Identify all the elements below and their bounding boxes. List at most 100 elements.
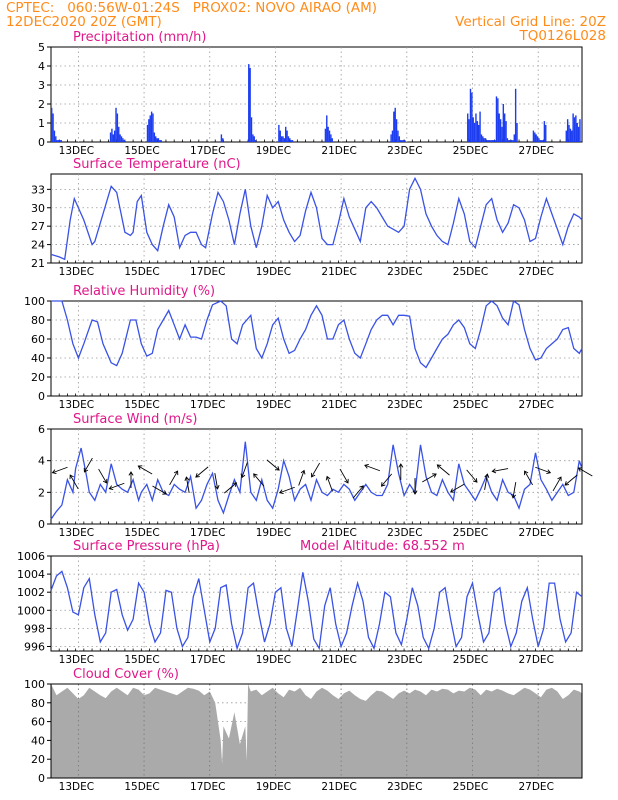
header-run-date: 12DEC2020 20Z (GMT) — [6, 14, 162, 30]
wind-arrow-head — [214, 485, 220, 490]
wind-arrow-shaft — [109, 482, 125, 490]
x-tick-label: 25DEC — [453, 145, 488, 157]
panel-title: Cloud Cover (%) — [73, 667, 179, 682]
precip-bar — [508, 140, 510, 142]
precip-bar — [577, 126, 580, 142]
precip-bar — [59, 140, 61, 142]
precip-bar — [279, 130, 281, 142]
wind-arrow-head — [344, 478, 349, 484]
wind-arrow-shaft — [266, 459, 280, 471]
wind-arrow-head — [412, 490, 418, 495]
panel-title: Surface Temperature (nC) — [73, 157, 241, 172]
panel-frame — [50, 555, 583, 652]
x-tick-label: 13DEC — [59, 654, 94, 666]
y-tick-label: 0 — [38, 772, 45, 785]
panel-pres: 996 998 1000 1002 1004 1006 13DEC 15DEC 17DEC 19D… — [17, 539, 583, 666]
precip-bar — [157, 138, 160, 142]
precip-bar — [280, 136, 283, 142]
precip-bar — [494, 140, 496, 142]
y-tick-label: 4 — [38, 60, 45, 73]
precip-bar — [220, 134, 223, 142]
precip-bar — [475, 113, 477, 142]
x-tick-label: 27DEC — [518, 781, 553, 793]
wind-arrow-head — [577, 467, 583, 472]
x-tick-label: 13DEC — [59, 145, 94, 157]
x-tick-label: 23DEC — [387, 145, 422, 157]
y-tick-label: 0 — [38, 518, 45, 531]
x-tick-label: 19DEC — [256, 399, 291, 411]
precip-bar — [490, 140, 492, 142]
y-tick-label: 30 — [31, 202, 45, 215]
wind-arrow-head — [102, 478, 108, 484]
y-tick-label: 1 — [38, 117, 45, 130]
precip-bar — [150, 111, 153, 142]
precip-bar — [395, 119, 398, 142]
x-tick-label: 25DEC — [453, 399, 488, 411]
precip-bar — [482, 136, 484, 142]
x-tick-label: 17DEC — [190, 266, 225, 278]
precip-bar — [495, 96, 498, 142]
wind-arrow-head — [278, 489, 284, 495]
x-tick-label: 23DEC — [387, 399, 422, 411]
x-tick-label: 17DEC — [190, 527, 225, 539]
precip-bar — [542, 140, 544, 142]
precip-bar — [115, 107, 117, 142]
y-tick-label: 996 — [24, 640, 45, 653]
y-tick-label: 1002 — [17, 586, 45, 599]
wind-arrow-shaft — [524, 470, 533, 486]
y-tick-label: 40 — [31, 734, 45, 747]
x-tick-label: 17DEC — [190, 654, 225, 666]
panel-frame — [50, 300, 583, 397]
precip-bar — [480, 134, 483, 142]
wind-arrow-head — [253, 473, 258, 478]
x-tick-label: 17DEC — [190, 781, 225, 793]
x-tick-label: 21DEC — [321, 654, 356, 666]
panel-title: Surface Pressure (hPa) — [73, 539, 220, 554]
precip-bar — [285, 126, 287, 142]
x-tick-label: 19DEC — [256, 266, 291, 278]
precip-bar — [503, 113, 506, 142]
panel-title: Relative Humidity (%) — [73, 284, 215, 299]
wind-arrow-head — [380, 482, 386, 487]
x-tick-label: 23DEC — [387, 654, 422, 666]
precip-bar — [469, 88, 472, 142]
wind-arrow-shaft — [185, 477, 190, 493]
wind-arrow-head — [546, 469, 552, 475]
wind-arrow-shaft — [253, 473, 265, 487]
x-tick-label: 13DEC — [59, 781, 94, 793]
precip-bar — [473, 123, 476, 142]
x-tick-label: 25DEC — [453, 781, 488, 793]
precip-bar — [283, 138, 286, 142]
precip-bar — [572, 113, 574, 142]
panel-wind: 0 2 4 6 13DEC 15DEC 17DEC 19DEC 21DEC 23DEC 25DEC 2… — [38, 412, 593, 539]
wind-arrow-shaft — [364, 464, 381, 472]
y-tick-label: 1006 — [17, 550, 45, 563]
panel-title: Precipitation (mm/h) — [73, 30, 206, 45]
wind-arrow-head — [108, 485, 114, 491]
precip-bar — [51, 107, 53, 142]
wind-arrow-shaft — [152, 485, 167, 495]
wind-arrow-shaft — [450, 483, 465, 493]
precip-bar — [282, 136, 284, 142]
precip-bar — [109, 132, 112, 142]
precip-bar — [393, 111, 395, 142]
wind-arrow-head — [51, 469, 57, 475]
precip-bar — [160, 140, 162, 142]
precip-bar — [540, 140, 543, 142]
precip-bar — [509, 140, 511, 142]
precip-bar — [252, 134, 254, 142]
precip-bar — [331, 138, 333, 142]
y-tick-label: 24 — [31, 239, 45, 252]
panel-title: Surface Wind (m/s) — [73, 412, 197, 427]
precip-bar — [513, 134, 515, 142]
precip-bar — [60, 140, 62, 142]
wind-arrow-head — [275, 466, 280, 471]
precip-bar — [472, 117, 474, 142]
panel-precip: 0 1 2 3 4 5 13DEC 15DEC 17DEC 19DEC 21DEC 23DEC 25DE… — [38, 30, 583, 157]
x-tick-label: 27DEC — [518, 527, 553, 539]
wind-arrow-shaft — [311, 462, 320, 478]
precip-bar — [394, 107, 396, 142]
precip-bar — [575, 115, 577, 142]
y-tick-label: 20 — [31, 753, 45, 766]
